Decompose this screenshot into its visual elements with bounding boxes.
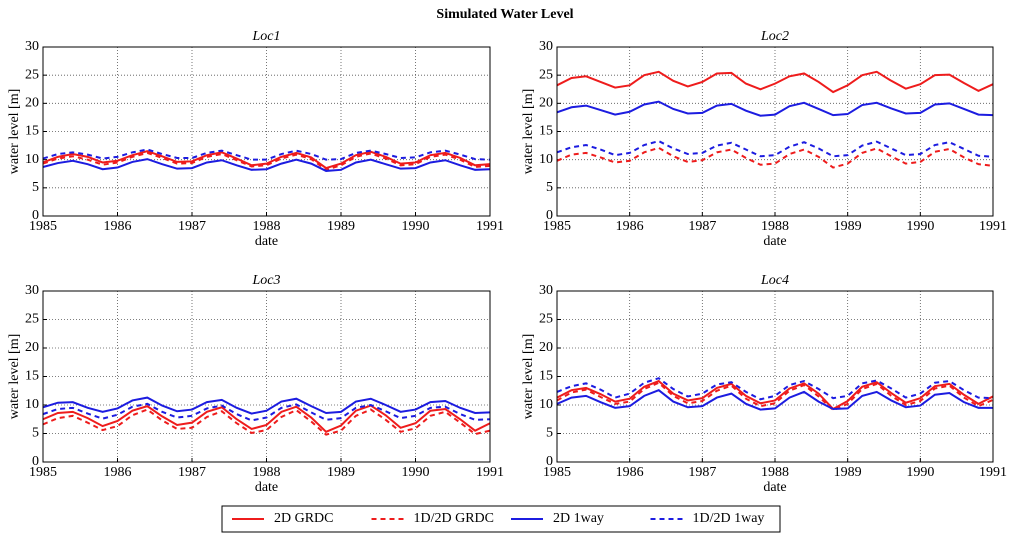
x-tick-label: 1988: [761, 465, 789, 480]
legend-label: 2D 1way: [553, 511, 604, 526]
series-line: [556, 377, 994, 401]
series-line: [556, 389, 993, 411]
y-tick-label: 5: [32, 426, 39, 441]
x-tick-label: 1990: [402, 465, 430, 480]
x-tick-label: 1989: [834, 465, 862, 480]
x-tick-label: 1989: [327, 219, 355, 234]
x-tick-label: 1985: [543, 219, 571, 234]
series-line: [42, 396, 491, 415]
y-tick-label: 10: [539, 152, 553, 167]
x-tick-label: 1986: [616, 465, 644, 480]
x-tick-label: 1987: [688, 219, 716, 234]
x-tick-label: 1986: [616, 219, 644, 234]
series-line: [42, 402, 491, 422]
axes-frame: [42, 290, 491, 463]
y-tick-label: 20: [25, 340, 39, 355]
y-tick-label: 15: [25, 369, 39, 384]
series-line: [556, 379, 994, 411]
x-tick-label: 1988: [761, 219, 789, 234]
y-tick-label: 15: [25, 124, 39, 139]
y-tick-label: 5: [546, 180, 553, 195]
y-tick-label: 0: [546, 208, 553, 223]
series-line: [42, 158, 491, 172]
y-tick-label: 25: [25, 312, 39, 327]
series-line: [556, 70, 994, 94]
axes-frame: [556, 290, 994, 463]
y-tick-label: 20: [539, 96, 553, 111]
x-tick-label: 1991: [476, 219, 504, 234]
x-axis-label: date: [255, 234, 278, 249]
y-tick-label: 5: [32, 180, 39, 195]
x-tick-label: 1987: [178, 465, 206, 480]
panel-title: Loc1: [252, 29, 281, 44]
x-tick-label: 1987: [688, 465, 716, 480]
x-tick-label: 1990: [402, 219, 430, 234]
series-line: [556, 100, 994, 117]
y-tick-label: 5: [546, 426, 553, 441]
series-line: [42, 408, 491, 436]
y-tick-label: 25: [25, 67, 39, 82]
y-tick-label: 10: [25, 397, 39, 412]
y-tick-label: 25: [539, 312, 553, 327]
y-tick-label: 0: [546, 454, 553, 469]
x-tick-label: 1991: [476, 465, 504, 480]
x-tick-label: 1985: [29, 465, 57, 480]
series-line: [556, 140, 994, 158]
y-tick-label: 10: [539, 397, 553, 412]
series-line: [556, 381, 994, 412]
x-tick-label: 1985: [543, 465, 571, 480]
legend-label: 1D/2D GRDC: [414, 511, 495, 526]
axes-frame: [556, 46, 994, 217]
y-tick-label: 10: [25, 152, 39, 167]
panel-title: Loc3: [252, 273, 281, 288]
x-tick-label: 1986: [104, 219, 132, 234]
panel-title: Loc2: [760, 29, 789, 44]
x-axis-label: date: [763, 234, 786, 249]
legend-box: [221, 505, 781, 533]
x-tick-label: 1988: [253, 219, 281, 234]
y-axis-label: water level [m]: [521, 89, 536, 175]
x-tick-label: 1986: [104, 465, 132, 480]
legend-label: 2D GRDC: [274, 511, 334, 526]
legend-label: 1D/2D 1way: [693, 511, 765, 526]
x-tick-label: 1987: [178, 219, 206, 234]
y-tick-label: 30: [25, 283, 39, 298]
axes-frame: [42, 46, 491, 217]
y-axis-label: water level [m]: [521, 334, 536, 420]
y-tick-label: 25: [539, 67, 553, 82]
x-tick-label: 1989: [834, 219, 862, 234]
series-line: [42, 150, 491, 170]
figure-title: Simulated Water Level: [436, 7, 573, 22]
y-tick-label: 30: [539, 39, 553, 54]
y-tick-label: 30: [539, 283, 553, 298]
x-tick-label: 1985: [29, 219, 57, 234]
y-axis-label: water level [m]: [7, 89, 22, 175]
series-line: [42, 404, 491, 433]
panel-title: Loc4: [760, 273, 789, 288]
x-tick-label: 1991: [979, 465, 1007, 480]
series-line: [42, 151, 491, 171]
y-tick-label: 15: [539, 369, 553, 384]
y-tick-label: 0: [32, 454, 39, 469]
series-line: [42, 148, 491, 161]
series-line: [556, 146, 994, 169]
x-axis-label: date: [763, 480, 786, 495]
y-tick-label: 20: [25, 96, 39, 111]
y-tick-label: 20: [539, 340, 553, 355]
y-tick-label: 15: [539, 124, 553, 139]
y-tick-label: 0: [32, 208, 39, 223]
x-tick-label: 1989: [327, 465, 355, 480]
x-tick-label: 1991: [979, 219, 1007, 234]
x-axis-label: date: [255, 480, 278, 495]
y-tick-label: 30: [25, 39, 39, 54]
x-tick-label: 1990: [906, 465, 934, 480]
y-axis-label: water level [m]: [7, 334, 22, 420]
x-tick-label: 1990: [906, 219, 934, 234]
x-tick-label: 1988: [253, 465, 281, 480]
